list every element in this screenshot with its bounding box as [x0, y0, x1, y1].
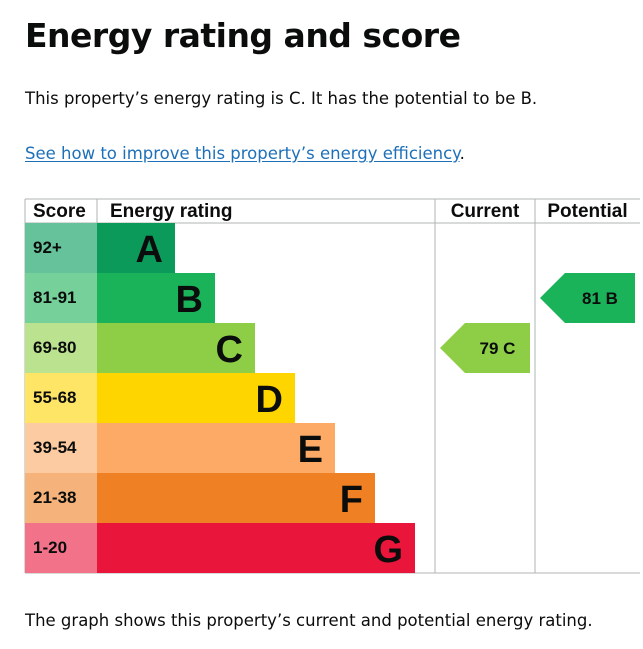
- header-energy-rating: Energy rating: [110, 201, 232, 222]
- current-rating-arrow: [440, 323, 530, 373]
- rating-letter-c: C: [216, 329, 243, 371]
- score-cell-b: [25, 273, 97, 323]
- rating-bar-g: [97, 523, 415, 573]
- score-cell-a: [25, 223, 97, 273]
- score-label-g: 1-20: [33, 538, 67, 557]
- score-label-b: 81-91: [33, 288, 76, 307]
- rating-letter-g: G: [373, 529, 403, 571]
- rating-letter-d: D: [256, 379, 283, 421]
- chart-caption: The graph shows this property’s current …: [25, 611, 593, 630]
- potential-rating-arrow: [540, 273, 635, 323]
- improve-efficiency-link[interactable]: See how to improve this property’s energ…: [25, 144, 460, 163]
- page-title: Energy rating and score: [25, 16, 461, 55]
- score-label-c: 69-80: [33, 338, 76, 357]
- score-cell-f: [25, 473, 97, 523]
- score-label-e: 39-54: [33, 438, 77, 457]
- score-cell-g: [25, 523, 97, 573]
- rating-letter-e: E: [298, 429, 323, 471]
- potential-rating-label: 81 B: [582, 289, 618, 308]
- score-cell-c: [25, 323, 97, 373]
- rating-bar-e: [97, 423, 335, 473]
- header-score: Score: [33, 201, 86, 222]
- header-current: Current: [451, 201, 520, 222]
- improve-link-line: See how to improve this property’s energ…: [25, 144, 465, 163]
- rating-bar-c: [97, 323, 255, 373]
- rating-bar-f: [97, 473, 375, 523]
- score-label-f: 21-38: [33, 488, 76, 507]
- rating-bar-b: [97, 273, 215, 323]
- rating-letter-b: B: [176, 279, 203, 321]
- score-label-d: 55-68: [33, 388, 76, 407]
- rating-bar-a: [97, 223, 175, 273]
- energy-rating-chart: Score Energy rating Current Potential 92+ A 8…: [24, 198, 640, 574]
- score-cell-e: [25, 423, 97, 473]
- rating-letter-a: A: [136, 229, 163, 271]
- rating-arrows: 79 C 81 B: [440, 273, 635, 373]
- link-suffix: .: [459, 144, 465, 163]
- rating-bands: 92+ A 81-91 B 69-80 C 55-68 D 39-54 E 21-38 F 1-20 G: [25, 223, 415, 573]
- header-potential: Potential: [547, 201, 627, 222]
- score-label-a: 92+: [33, 238, 62, 257]
- rating-letter-f: F: [340, 479, 363, 521]
- rating-summary: This property’s energy rating is C. It h…: [25, 89, 538, 108]
- score-cell-d: [25, 373, 97, 423]
- rating-bar-d: [97, 373, 295, 423]
- current-rating-label: 79 C: [480, 339, 516, 358]
- chart-header: Score Energy rating Current Potential: [33, 201, 628, 222]
